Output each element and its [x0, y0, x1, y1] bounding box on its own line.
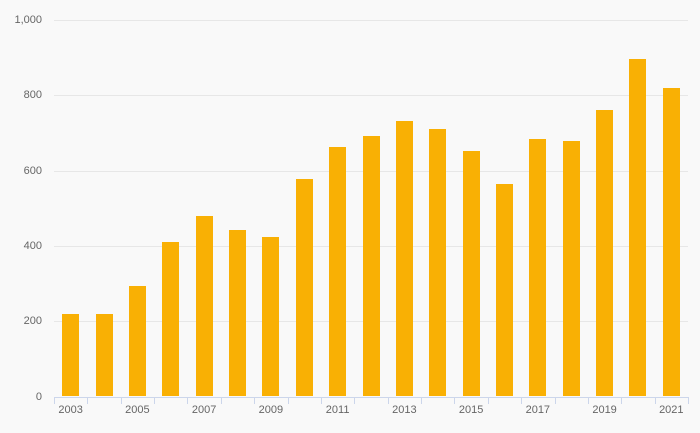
x-axis-tick-label: 2015 — [458, 403, 484, 416]
x-axis-tick-label: 2021 — [659, 403, 684, 416]
x-axis-tick — [587, 397, 589, 404]
x-axis-tick-label: 2019 — [592, 403, 617, 416]
bar-2006[interactable] — [162, 242, 180, 397]
y-axis-tick-label: 800 — [23, 89, 42, 102]
x-axis-tick-label: 2013 — [392, 403, 417, 416]
x-axis-tick-label: 2007 — [191, 403, 217, 416]
x-axis-tick — [220, 397, 222, 404]
bar-2015[interactable] — [462, 151, 480, 397]
x-axis-tick — [120, 397, 122, 404]
x-axis-tick — [454, 397, 456, 404]
bar-2017[interactable] — [529, 138, 547, 397]
x-axis-tick — [187, 397, 189, 404]
y-axis-tick-label: 600 — [23, 164, 42, 177]
bar-2020[interactable] — [629, 59, 647, 397]
y-axis-tick-label: 0 — [35, 390, 42, 403]
x-axis-tick — [688, 397, 689, 404]
x-axis-tick-label: 2009 — [258, 403, 284, 416]
x-axis-tick — [387, 397, 389, 404]
bar-2004[interactable] — [95, 313, 113, 397]
x-axis-tick-label: 2017 — [525, 403, 551, 416]
bar-2019[interactable] — [596, 110, 614, 397]
bar-2018[interactable] — [562, 140, 580, 397]
bar-2005[interactable] — [128, 286, 146, 397]
bar-2014[interactable] — [429, 129, 447, 397]
x-axis-tick — [87, 397, 89, 404]
bar-2009[interactable] — [262, 237, 280, 397]
bar-2012[interactable] — [362, 135, 380, 397]
bar-2010[interactable] — [295, 178, 313, 397]
x-axis-tick — [320, 397, 322, 404]
x-axis-tick-label: 2005 — [125, 403, 150, 416]
x-axis-tick — [354, 397, 356, 404]
bar-2007[interactable] — [195, 215, 213, 397]
x-axis-tick — [554, 397, 556, 404]
bar-2016[interactable] — [495, 184, 513, 397]
y-gridline — [54, 20, 688, 21]
x-axis-tick — [154, 397, 156, 404]
y-axis-tick-label: 200 — [23, 315, 42, 328]
y-gridline — [54, 95, 688, 97]
x-axis-line — [53, 396, 689, 398]
bar-2003[interactable] — [62, 313, 80, 397]
x-axis-tick — [254, 397, 256, 404]
x-axis-tick — [621, 397, 623, 404]
x-axis-tick — [654, 397, 656, 404]
x-axis-tick — [287, 397, 289, 404]
x-axis-tick-label: 2003 — [58, 403, 83, 416]
bar-2008[interactable] — [229, 230, 247, 397]
x-axis-tick — [54, 397, 55, 404]
bar-2011[interactable] — [329, 147, 347, 397]
y-axis-tick-label: 400 — [23, 239, 42, 252]
x-axis-tick — [421, 397, 423, 404]
x-axis-tick — [521, 397, 523, 404]
x-axis-tick-label: 2011 — [325, 403, 350, 416]
bar-2013[interactable] — [395, 120, 413, 397]
bar-2021[interactable] — [662, 87, 680, 397]
x-axis-tick — [487, 397, 489, 404]
y-axis-tick-label: 1,000 — [14, 14, 42, 26]
